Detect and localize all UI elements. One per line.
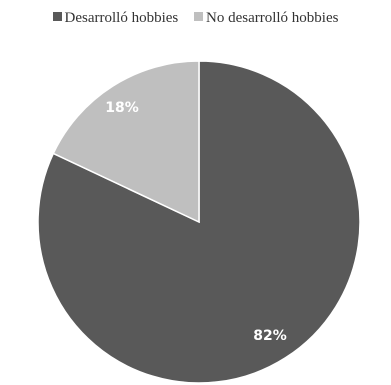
pie-slice-no-desarrollo — [52, 60, 200, 224]
legend-item-no-desarrollo: No desarrolló hobbies — [194, 10, 338, 27]
data-label-desarrollo: 82% — [253, 328, 287, 344]
legend-label-desarrollo: Desarrolló hobbies — [64, 10, 179, 26]
chart-legend: Desarrolló hobbies No desarrolló hobbies — [0, 10, 391, 27]
data-label-no-desarrollo: 18% — [105, 100, 139, 116]
legend-label-no-desarrollo: No desarrolló hobbies — [206, 10, 339, 26]
legend-item-desarrollo: Desarrolló hobbies — [52, 10, 179, 27]
legend-swatch-desarrollo — [52, 12, 62, 21]
legend-swatch-no-desarrollo — [194, 12, 203, 21]
